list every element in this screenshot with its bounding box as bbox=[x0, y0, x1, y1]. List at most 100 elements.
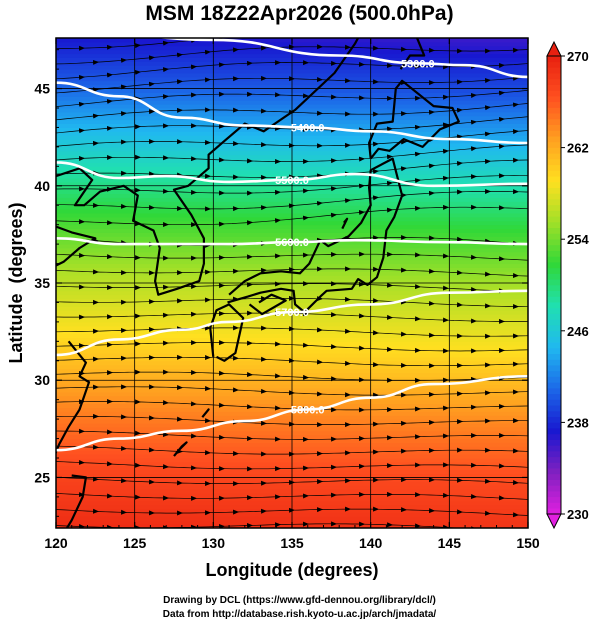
colorbar-swatch bbox=[547, 107, 561, 114]
temperature-cell bbox=[448, 243, 528, 249]
temperature-cell bbox=[134, 387, 214, 393]
temperature-cell bbox=[212, 383, 293, 389]
temperature-cell bbox=[212, 243, 293, 249]
y-tick-label: 35 bbox=[34, 275, 50, 291]
wind-arrow bbox=[330, 212, 338, 218]
temperature-cell bbox=[370, 480, 450, 486]
temperature-cell bbox=[134, 247, 214, 253]
temperature-cell bbox=[291, 379, 372, 385]
temperature-cell bbox=[370, 368, 450, 373]
temperature-cell bbox=[56, 134, 136, 140]
temperature-cell bbox=[134, 130, 214, 136]
colorbar-swatch bbox=[547, 284, 561, 292]
temperature-cell bbox=[134, 282, 214, 288]
colorbar-swatch bbox=[547, 164, 561, 171]
temperature-cell bbox=[448, 352, 528, 358]
temperature-cell bbox=[56, 53, 136, 58]
temperature-cell bbox=[56, 72, 136, 78]
temperature-cell bbox=[291, 274, 372, 280]
temperature-cell bbox=[56, 64, 136, 70]
temperature-cell bbox=[448, 251, 528, 257]
colorbar-swatch bbox=[547, 433, 561, 440]
temperature-cell bbox=[291, 356, 372, 362]
temperature-cell bbox=[56, 99, 136, 105]
temperature-cell bbox=[291, 231, 372, 237]
temperature-cell bbox=[291, 181, 372, 187]
temperature-cell bbox=[370, 488, 450, 494]
temperature-cell bbox=[56, 150, 136, 156]
temperature-cell bbox=[134, 309, 214, 315]
colorbar-swatch bbox=[547, 290, 561, 297]
temperature-cell bbox=[134, 480, 214, 486]
temperature-cell bbox=[212, 45, 293, 51]
wind-arrow bbox=[344, 198, 352, 204]
height-contour bbox=[56, 81, 528, 145]
colorbar-swatch bbox=[547, 319, 561, 326]
temperature-cell bbox=[134, 301, 214, 307]
temperature-cell bbox=[370, 64, 450, 70]
temperature-cell bbox=[448, 379, 528, 385]
colorbar-swatch bbox=[547, 210, 561, 217]
temperature-cell bbox=[291, 270, 372, 276]
temperature-cell bbox=[370, 469, 450, 475]
colorbar-swatch bbox=[547, 216, 561, 223]
temperature-cell bbox=[212, 406, 293, 412]
temperature-cell bbox=[448, 414, 528, 420]
temperature-cell bbox=[56, 212, 136, 218]
colorbar-swatch bbox=[547, 112, 561, 120]
temperature-cell bbox=[56, 185, 136, 191]
temperature-cell bbox=[212, 200, 293, 206]
colorbar-swatch bbox=[547, 204, 561, 211]
temperature-cell bbox=[448, 263, 528, 268]
temperature-cell bbox=[134, 508, 214, 513]
temperature-cell bbox=[448, 294, 528, 300]
temperature-cell bbox=[448, 500, 528, 506]
temperature-cell bbox=[291, 134, 372, 140]
temperature-cell bbox=[134, 138, 214, 144]
temperature-cell bbox=[212, 169, 293, 175]
temperature-cell bbox=[134, 519, 214, 525]
temperature-cell bbox=[370, 41, 450, 47]
temperature-cell bbox=[134, 204, 214, 210]
temperature-cell bbox=[134, 473, 214, 478]
temperature-cell bbox=[56, 449, 136, 455]
temperature-cell bbox=[134, 418, 214, 424]
temperature-cell bbox=[370, 266, 450, 272]
x-tick-label: 130 bbox=[202, 535, 226, 551]
temperature-cell bbox=[291, 150, 372, 156]
temperature-cell bbox=[370, 438, 450, 443]
temperature-cell bbox=[212, 321, 293, 327]
temperature-cell bbox=[370, 461, 450, 467]
temperature-cell bbox=[56, 515, 136, 521]
temperature-cell bbox=[448, 286, 528, 292]
temperature-cell bbox=[370, 134, 450, 140]
temperature-cell bbox=[291, 364, 372, 370]
temperature-cell bbox=[291, 165, 372, 171]
temperature-cell bbox=[291, 208, 372, 214]
temperature-cell bbox=[212, 142, 293, 148]
colorbar-swatch bbox=[547, 485, 561, 492]
temperature-cell bbox=[212, 115, 293, 121]
temperature-cell bbox=[56, 430, 136, 436]
temperature-cell bbox=[56, 282, 136, 288]
temperature-cell bbox=[56, 146, 136, 152]
temperature-cell bbox=[448, 492, 528, 498]
temperature-cell bbox=[370, 496, 450, 502]
temperature-cell bbox=[448, 208, 528, 214]
temperature-cell bbox=[370, 99, 450, 105]
temperature-cell bbox=[56, 173, 136, 179]
temperature-cell bbox=[370, 196, 450, 202]
temperature-cell bbox=[134, 449, 214, 455]
wind-arrow bbox=[400, 166, 408, 172]
temperature-cell bbox=[212, 181, 293, 187]
temperature-cell bbox=[291, 391, 372, 397]
temperature-cell bbox=[56, 290, 136, 296]
temperature-cell bbox=[448, 111, 528, 117]
colorbar-swatch bbox=[547, 382, 561, 389]
temperature-cell bbox=[448, 461, 528, 467]
temperature-cell bbox=[56, 325, 136, 331]
colorbar-swatch bbox=[547, 502, 561, 509]
colorbar-swatch bbox=[547, 101, 561, 108]
temperature-cell bbox=[291, 235, 372, 241]
temperature-cell bbox=[448, 434, 528, 440]
